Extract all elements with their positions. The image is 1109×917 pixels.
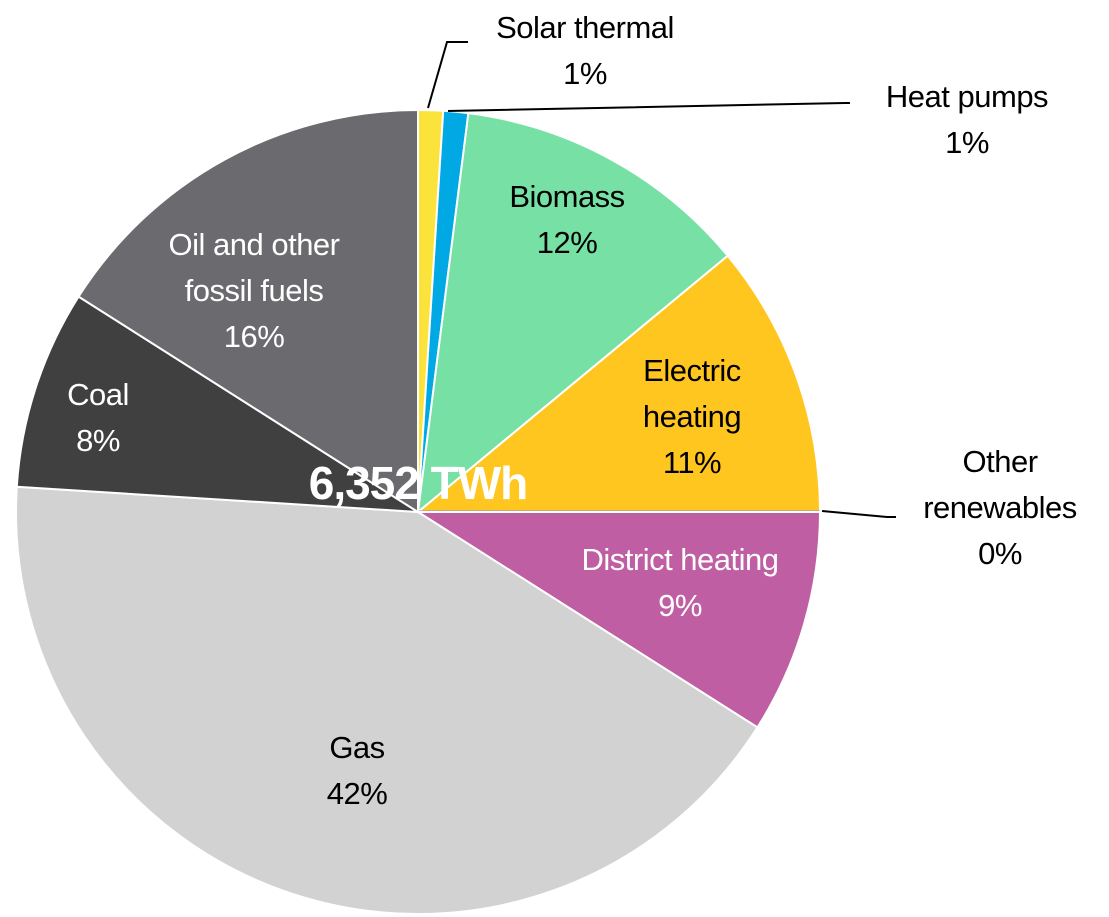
category-label: Oil and other fossil fuels [168,227,341,308]
leader-line [821,510,896,518]
slice-label: Gas 42% [257,725,457,817]
slice-label: Oil and other fossil fuels 16% [134,222,374,360]
category-label: Gas [329,730,385,765]
category-label: Coal [67,377,129,412]
pie-slice [414,511,822,729]
value-label: 12% [536,225,598,260]
value-label: 0% [978,536,1022,571]
slice-label: Coal 8% [28,372,168,464]
pie-slice [15,485,759,915]
pie-slice [15,295,419,513]
slice-label: District heating 9% [540,537,820,629]
pie [15,108,822,915]
category-label: Solar thermal [496,10,674,45]
pie-slice [416,112,730,515]
slice-label: Solar thermal 1% [455,5,715,97]
value-label: 9% [658,588,702,623]
leader-line [427,41,468,109]
category-label: Heat pumps [885,79,1049,114]
value-label: 1% [563,56,607,91]
category-label: Other renewables [923,444,1077,525]
pie-slice [415,254,822,513]
category-label: District heating [581,542,779,577]
center-label: 6,352 TWh [308,457,529,509]
category-label: Electric heating [642,353,742,434]
slice-label: Electric heating 11% [607,348,777,486]
slice-label: Other renewables 0% [900,439,1100,577]
value-label: 11% [662,445,722,480]
pie-slice [77,108,419,514]
value-label: 42% [326,776,388,811]
value-label: 16% [223,319,285,354]
category-label: Biomass [509,179,625,214]
value-label: 1% [945,125,989,160]
value-label: 8% [76,423,120,458]
slice-label: Heat pumps 1% [847,74,1087,166]
slice-label: Biomass 12% [467,174,667,266]
leader-line [447,102,850,112]
